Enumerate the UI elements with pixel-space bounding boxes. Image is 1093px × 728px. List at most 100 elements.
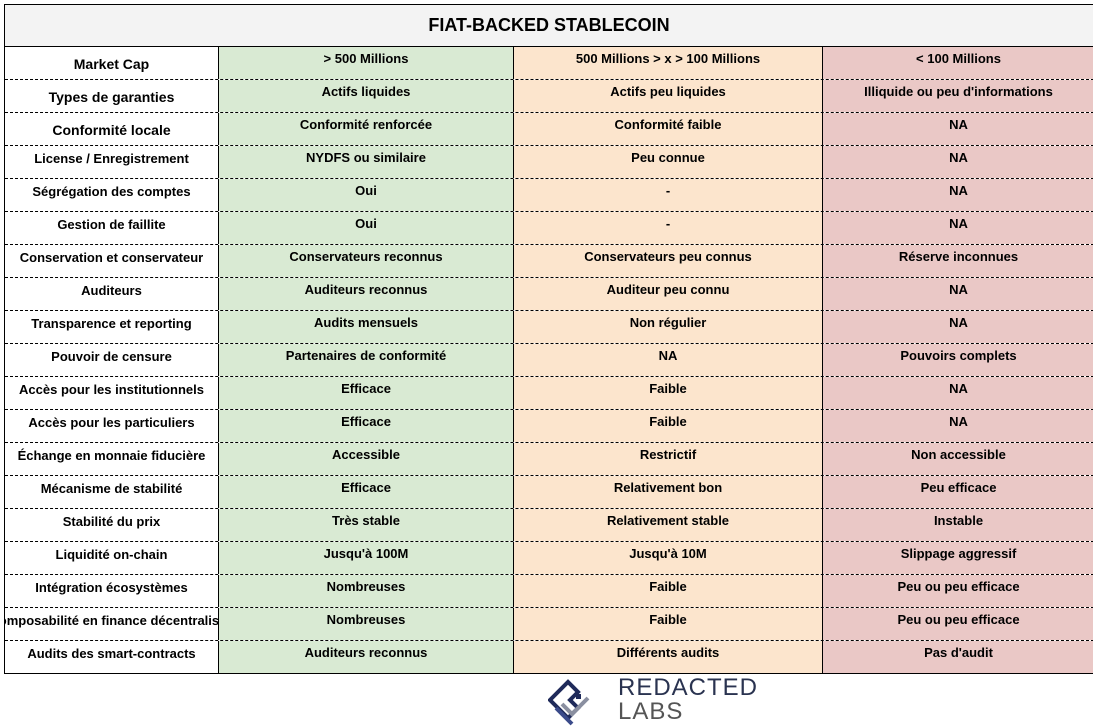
cell-text: Stabilité du prix xyxy=(62,514,161,529)
cell-text: NA xyxy=(949,414,968,429)
cell-text: Peu efficace xyxy=(920,480,997,495)
row-label: Transparence et reporting xyxy=(5,311,219,343)
row-label: Pouvoir de censure xyxy=(5,344,219,376)
cell-text: Partenaires de conformité xyxy=(285,348,447,363)
cell-text: < 100 Millions xyxy=(916,51,1001,66)
cell-text: Oui xyxy=(355,183,377,198)
cell-tier-1: Efficace xyxy=(219,410,514,442)
table-row: Stabilité du prix Très stable Relativement… xyxy=(5,509,1093,542)
row-label: Types de garanties xyxy=(5,80,219,112)
cell-tier-1: NYDFS ou similaire xyxy=(219,146,514,178)
cell-text: Nombreuses xyxy=(326,579,406,594)
cell-text: Actifs peu liquides xyxy=(610,84,726,99)
cell-text: Pouvoir de censure xyxy=(51,349,172,364)
cell-tier-1: Oui xyxy=(219,179,514,211)
cell-tier-1: Très stable xyxy=(219,509,514,541)
cell-text: NA xyxy=(949,282,968,297)
cell-tier-3: NA xyxy=(823,146,1093,178)
cell-tier-2: Différents audits xyxy=(514,641,823,673)
cell-text: Relativement bon xyxy=(613,480,723,495)
cell-text: Accès pour les institutionnels xyxy=(19,382,204,397)
cell-tier-1: Conservateurs reconnus xyxy=(219,245,514,277)
cell-tier-3: NA xyxy=(823,179,1093,211)
table-row: Ségrégation des comptes Oui - NA xyxy=(5,179,1093,212)
cell-text: Accès pour les particuliers xyxy=(28,415,195,430)
cell-text: Oui xyxy=(355,216,377,231)
cell-text: Actifs liquides xyxy=(321,84,411,99)
row-label: Échange en monnaie fiducière xyxy=(5,443,219,475)
cell-text: > 500 Millions xyxy=(323,51,409,66)
cell-text: Restrictif xyxy=(639,447,697,462)
cell-tier-2: Actifs peu liquides xyxy=(514,80,823,112)
cell-tier-2: Conformité faible xyxy=(514,113,823,145)
cell-tier-3: NA xyxy=(823,377,1093,409)
table-row: Auditeurs Auditeurs reconnus Auditeur peu … xyxy=(5,278,1093,311)
cell-text: Ségrégation des comptes xyxy=(32,184,191,199)
logo-text-redacted: REDACTED xyxy=(618,674,759,701)
cell-tier-3: NA xyxy=(823,311,1093,343)
cell-text: NA xyxy=(949,150,968,165)
logo-text-labs: LABS xyxy=(618,698,684,725)
cell-tier-1: Audits mensuels xyxy=(219,311,514,343)
cell-text: Non régulier xyxy=(629,315,707,330)
cell-text: - xyxy=(665,183,671,198)
comparison-table: FIAT-BACKED STABLECOIN Market Cap > 500 M… xyxy=(4,4,1093,674)
cell-tier-3: Slippage aggressif xyxy=(823,542,1093,574)
cell-text: NA xyxy=(949,315,968,330)
cell-tier-2: Faible xyxy=(514,575,823,607)
cell-text: NA xyxy=(949,117,968,132)
table-row: Échange en monnaie fiducière Accessible Re… xyxy=(5,443,1093,476)
row-label: Conservation et conservateur xyxy=(5,245,219,277)
cell-text: Conservateurs reconnus xyxy=(289,249,443,264)
cell-text: Conformité locale xyxy=(52,122,171,138)
cell-tier-2: Conservateurs peu connus xyxy=(514,245,823,277)
cell-text: Intégration écosystèmes xyxy=(35,580,188,595)
cell-tier-3: Peu ou peu efficace xyxy=(823,575,1093,607)
table-row: Accès pour les institutionnels Efficace Fa… xyxy=(5,377,1093,410)
cell-text: Instable xyxy=(933,513,984,528)
row-label: Mécanisme de stabilité xyxy=(5,476,219,508)
cell-tier-3: NA xyxy=(823,410,1093,442)
cell-tier-3: Réserve inconnues xyxy=(823,245,1093,277)
table-row: License / Enregistrement NYDFS ou similai… xyxy=(5,146,1093,179)
cell-tier-1: Efficace xyxy=(219,377,514,409)
table-row: Pouvoir de censure Partenaires de conform… xyxy=(5,344,1093,377)
cell-tier-1: Auditeurs reconnus xyxy=(219,278,514,310)
cell-tier-2: Relativement stable xyxy=(514,509,823,541)
cell-text: Accessible xyxy=(332,447,400,462)
cell-text: Relativement stable xyxy=(606,513,730,528)
cell-tier-1: Nombreuses xyxy=(219,608,514,640)
cell-text: Faible xyxy=(649,381,687,396)
table-row: Mécanisme de stabilité Efficace Relativeme… xyxy=(5,476,1093,509)
cell-tier-2: Faible xyxy=(514,410,823,442)
cell-tier-2: NA xyxy=(514,344,823,376)
table-row: Conformité locale Conformité renforcée Con… xyxy=(5,113,1093,146)
logo-mark-icon xyxy=(548,679,590,726)
cell-text: Différents audits xyxy=(616,645,720,660)
row-label: Stabilité du prix xyxy=(5,509,219,541)
cell-text: Slippage aggressif xyxy=(900,546,1017,561)
cell-text: 500 Millions > x > 100 Millions xyxy=(575,51,761,66)
redacted-labs-logo: REDACTED LABS xyxy=(548,674,758,726)
row-label: Market Cap xyxy=(5,47,219,79)
table-row: Transparence et reporting Audits mensuels… xyxy=(5,311,1093,344)
cell-tier-1: Nombreuses xyxy=(219,575,514,607)
cell-text: Conservation et conservateur xyxy=(19,250,204,265)
cell-tier-2: Auditeur peu connu xyxy=(514,278,823,310)
cell-tier-1: Accessible xyxy=(219,443,514,475)
cell-text: Types de garanties xyxy=(48,89,175,105)
row-label: Auditeurs xyxy=(5,278,219,310)
cell-text: Non accessible xyxy=(911,447,1006,462)
cell-text: Auditeur peu connu xyxy=(606,282,730,297)
cell-text: Transparence et reporting xyxy=(31,316,192,331)
cell-text: Peu ou peu efficace xyxy=(897,612,1020,627)
cell-text: Pas d'audit xyxy=(924,645,993,660)
row-label: Composabilité en finance décentralisée xyxy=(5,608,219,640)
cell-tier-3: Instable xyxy=(823,509,1093,541)
table-row: Market Cap > 500 Millions 500 Millions > x… xyxy=(5,47,1093,80)
cell-tier-1: Conformité renforcée xyxy=(219,113,514,145)
row-label: Accès pour les particuliers xyxy=(5,410,219,442)
cell-text: Liquidité on-chain xyxy=(55,547,168,562)
cell-text: Auditeurs xyxy=(81,283,142,298)
table-row: Accès pour les particuliers Efficace Faibl… xyxy=(5,410,1093,443)
